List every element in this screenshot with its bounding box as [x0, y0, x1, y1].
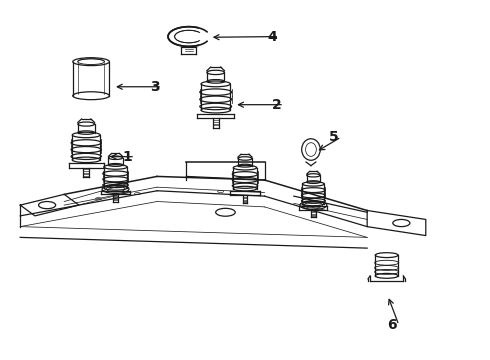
Text: 3: 3	[150, 80, 159, 94]
Text: 6: 6	[387, 318, 396, 332]
Text: 5: 5	[329, 130, 339, 144]
Polygon shape	[20, 194, 79, 216]
Polygon shape	[367, 211, 426, 235]
Text: 1: 1	[123, 150, 133, 164]
Text: 2: 2	[272, 98, 282, 112]
Text: 4: 4	[267, 30, 277, 44]
FancyBboxPatch shape	[198, 26, 225, 47]
